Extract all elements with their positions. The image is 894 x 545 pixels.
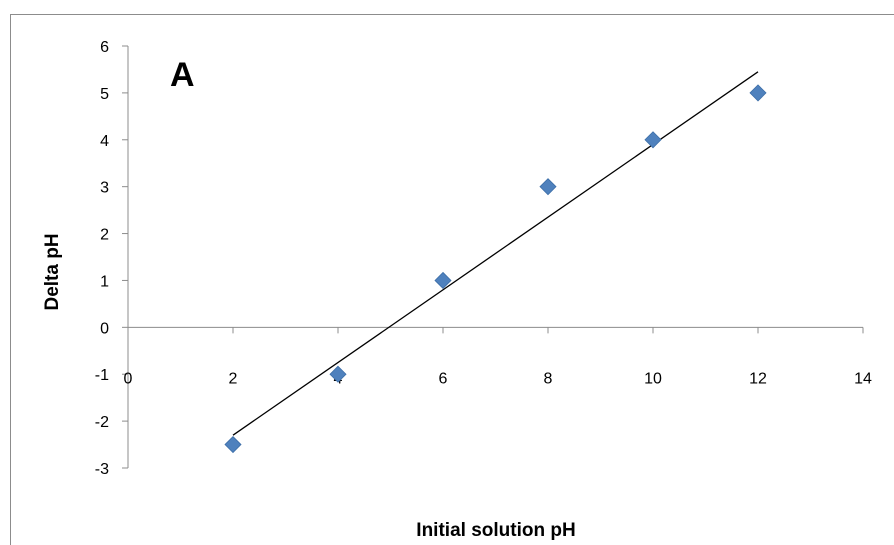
data-point-diamond	[749, 84, 767, 102]
axes	[122, 45, 864, 469]
y-tick-label: -1	[95, 367, 109, 384]
y-tick-label: 0	[100, 320, 109, 337]
data-point-diamond	[644, 131, 662, 149]
x-tick-labels: 02468101214	[124, 370, 872, 387]
y-tick-label: 6	[100, 39, 109, 56]
y-tick-label: 3	[100, 180, 109, 197]
x-tick-label: 10	[644, 370, 662, 387]
y-tick-label: -3	[95, 461, 109, 478]
y-tick-labels: -3 -2 -1 0 1 2 3 4 5 6	[95, 39, 109, 478]
y-tick-label: 4	[100, 133, 109, 150]
panel-label: A	[170, 56, 195, 94]
x-tick-label: 6	[439, 370, 448, 387]
y-tick-label: 2	[100, 227, 109, 244]
y-tick-label: 1	[100, 273, 109, 290]
data-points	[224, 84, 767, 454]
trendline-group	[232, 71, 759, 436]
data-point-diamond	[329, 365, 347, 383]
data-point-diamond	[539, 178, 557, 196]
x-tick-label: 8	[544, 370, 553, 387]
x-tick-label: 12	[749, 370, 767, 387]
x-tick-label: 14	[854, 370, 872, 387]
y-tick-label: 5	[100, 86, 109, 103]
data-point-diamond	[434, 271, 452, 290]
data-point-diamond	[224, 435, 242, 454]
y-axis-title: Delta pH	[42, 233, 63, 310]
x-axis-title: Initial solution pH	[416, 520, 575, 541]
x-tick-label: 0	[124, 370, 133, 387]
chart-frame	[10, 14, 894, 545]
linear-trendline	[232, 71, 759, 436]
y-tick-label: -2	[95, 414, 109, 431]
x-tick-label: 2	[229, 370, 238, 387]
